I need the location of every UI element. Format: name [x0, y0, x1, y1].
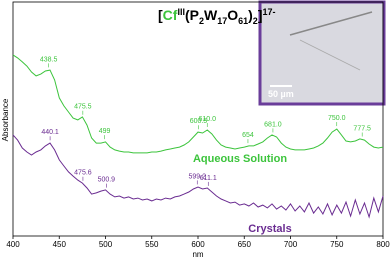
peak-label: 438.5	[40, 56, 58, 63]
title-part: )	[248, 7, 253, 23]
peak-label: 777.5	[353, 125, 371, 132]
y-axis-label: Absorbance	[1, 98, 10, 141]
peak-label: 440.1	[41, 129, 59, 136]
peak-label: 600.5	[190, 118, 208, 125]
peak-label: 681.0	[264, 121, 282, 128]
x-axis-label: nm	[192, 250, 203, 259]
title-part: (P	[185, 7, 199, 23]
x-tick-label: 450	[53, 240, 67, 249]
title-part: ]	[258, 7, 263, 23]
x-tick-label: 400	[6, 240, 20, 249]
spectrum-line	[12, 134, 384, 219]
peak-label: 475.5	[74, 104, 92, 111]
peak-label: 475.6	[74, 170, 92, 177]
peak-label: 499	[99, 128, 111, 135]
peak-label: 750.0	[328, 115, 346, 122]
x-tick-label: 500	[99, 240, 113, 249]
title-part: 17-	[262, 7, 275, 17]
title-part: 2	[199, 16, 204, 26]
x-tick-label: 800	[376, 240, 390, 249]
x-tick-label: 750	[330, 240, 344, 249]
title-part: W	[204, 7, 218, 23]
series-label: Aqueous Solution	[193, 153, 287, 165]
chart-title: [CfIII(P2W17O61)2]17-	[158, 7, 276, 26]
peak-label: 610.0	[198, 116, 216, 123]
title-part: III	[177, 7, 185, 17]
spectrum-line	[12, 54, 384, 154]
scale-label: 50 µm	[268, 89, 294, 99]
peak-label: 654	[242, 132, 254, 139]
title-part: 61	[238, 16, 248, 26]
peak-label: 500.9	[98, 177, 116, 184]
title-part: Cf	[163, 7, 178, 23]
x-tick-label: 550	[145, 240, 159, 249]
inset-crystal	[289, 11, 373, 36]
title-part: 2	[253, 16, 258, 26]
inset-crystal	[299, 39, 361, 71]
series-label: Crystals	[248, 223, 291, 235]
title-part: O	[227, 7, 238, 23]
x-tick-label: 600	[191, 240, 205, 249]
title-part: [	[158, 7, 163, 23]
peak-label: 599.2	[188, 173, 206, 180]
title-part: 17	[217, 16, 227, 26]
peak-label: 611.1	[200, 175, 217, 182]
x-tick-label: 700	[284, 240, 298, 249]
x-tick-label: 650	[238, 240, 252, 249]
